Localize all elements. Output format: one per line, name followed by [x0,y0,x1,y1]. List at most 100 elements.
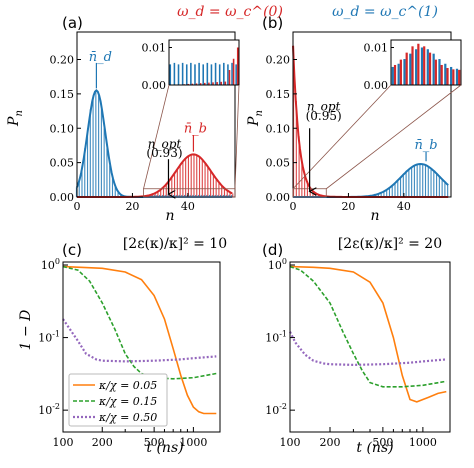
bar-blue [183,194,186,197]
tick-exponent: 0 [55,257,60,266]
tick-exponent: -1 [279,330,287,339]
inset-bar-blue [455,68,459,85]
bar-red [210,169,212,197]
tick-exponent: -2 [279,402,287,411]
x-tick-label: 20 [125,200,139,213]
series-line [289,331,447,367]
inset-bar-blue [227,64,229,85]
inset-y-tick-label: 0.00 [364,79,389,92]
header-right: ω_d = ω_c^(1) [332,4,438,20]
bar-blue [399,176,402,197]
nopt-value: (0.95) [306,109,342,123]
tick-exponent: 0 [282,257,287,266]
tick-base: 10 [38,404,52,417]
bar-red [232,193,234,197]
y-tick-label: 0.20 [266,54,291,67]
nd-label: n̄_d [89,50,112,65]
x-tick-label: 500 [372,436,393,449]
bar-blue [203,194,205,197]
bar-blue [383,191,385,197]
zoom-connector [143,84,170,189]
bar-blue [75,187,77,197]
series-line [62,265,217,415]
bar-red [223,187,226,197]
bar-blue [388,187,391,197]
bar-red [306,181,308,197]
plot-frame [289,261,451,433]
inset-y-tick-label: 0.01 [364,42,389,55]
y-tick-label: 10-2 [38,402,60,417]
bar-blue [186,194,188,197]
bar-blue [419,164,421,197]
inset-bar-red [208,82,210,85]
inset-bar-red [191,83,194,85]
inset-bar-red [423,46,426,85]
bar-red [174,174,176,197]
inset-frame [390,39,462,86]
bar-red [218,181,220,197]
x-tick-label: 200 [320,436,341,449]
inset-bg [391,40,461,85]
inset-bar-red [236,47,239,85]
header-left: ω_d = ω_c^(0) [177,4,283,20]
inset-bar-blue [206,62,209,85]
bar-blue [427,166,429,197]
x-tick-label: 40 [181,200,195,213]
bar-blue [103,128,105,197]
bar-blue [214,194,216,197]
inset-bar-blue [397,63,400,85]
bar-blue [114,187,116,197]
bar-blue [441,179,443,197]
bar-blue [111,178,114,197]
x-tick-label: 100 [280,436,301,449]
bar-blue [444,182,446,197]
y-tick-label: 10-2 [265,402,287,417]
legend-entry: κ/χ = 0.50 [98,411,157,424]
y-tick-label: 100 [41,257,60,272]
y-tick-label: 0.20 [50,54,75,67]
inset-bar-red [393,64,397,85]
y-tick-label: 0.00 [50,191,75,204]
nb-label: n̄_b [414,138,437,153]
panel-b: 0 20 40 0.00 0.05 0.10 0.15 0.20 0.00 0.01 n_opt(0… [266,31,462,213]
bar-blue [100,109,102,197]
inset-bar-blue [444,63,447,85]
bar-blue [386,189,388,197]
tick-exponent: -2 [52,402,60,411]
x-tick-label: 40 [397,200,411,213]
inset-bar-blue [181,62,184,85]
inset-bar-red [434,59,437,85]
bar-red [151,194,153,197]
bar-blue [211,194,213,197]
bar-blue [222,194,224,197]
inset-bar-blue [432,53,435,85]
y-tick-label: 0.05 [50,157,75,170]
inset-bar-blue [391,66,394,85]
inset-bar-blue [450,66,453,85]
inset-bar-red [195,83,198,85]
bar-blue [84,148,86,197]
y-tick-label: 0.10 [50,122,75,135]
bar-red [187,156,189,197]
legend-entry: κ/χ = 0.15 [98,395,157,408]
bar-blue [89,109,91,197]
bar-blue [192,194,194,197]
bar-red [182,162,184,197]
x-tick-label: 0 [74,200,81,213]
panel-label-c: (c) [62,241,82,259]
bar-blue [375,194,377,197]
x-tick-label: 1000 [179,436,207,449]
inset-bar-blue [214,62,217,85]
x-tick-label: 0 [290,200,297,213]
bar-blue [178,194,180,197]
bar-red [176,169,178,197]
tick-base: 10 [268,259,282,272]
bar-red [165,184,167,197]
inset-bar-blue [438,59,441,85]
inset-bar-red [405,52,408,85]
bar-red [212,174,214,197]
title-c: [2ε(κ)/κ]² = 10 [123,236,227,252]
